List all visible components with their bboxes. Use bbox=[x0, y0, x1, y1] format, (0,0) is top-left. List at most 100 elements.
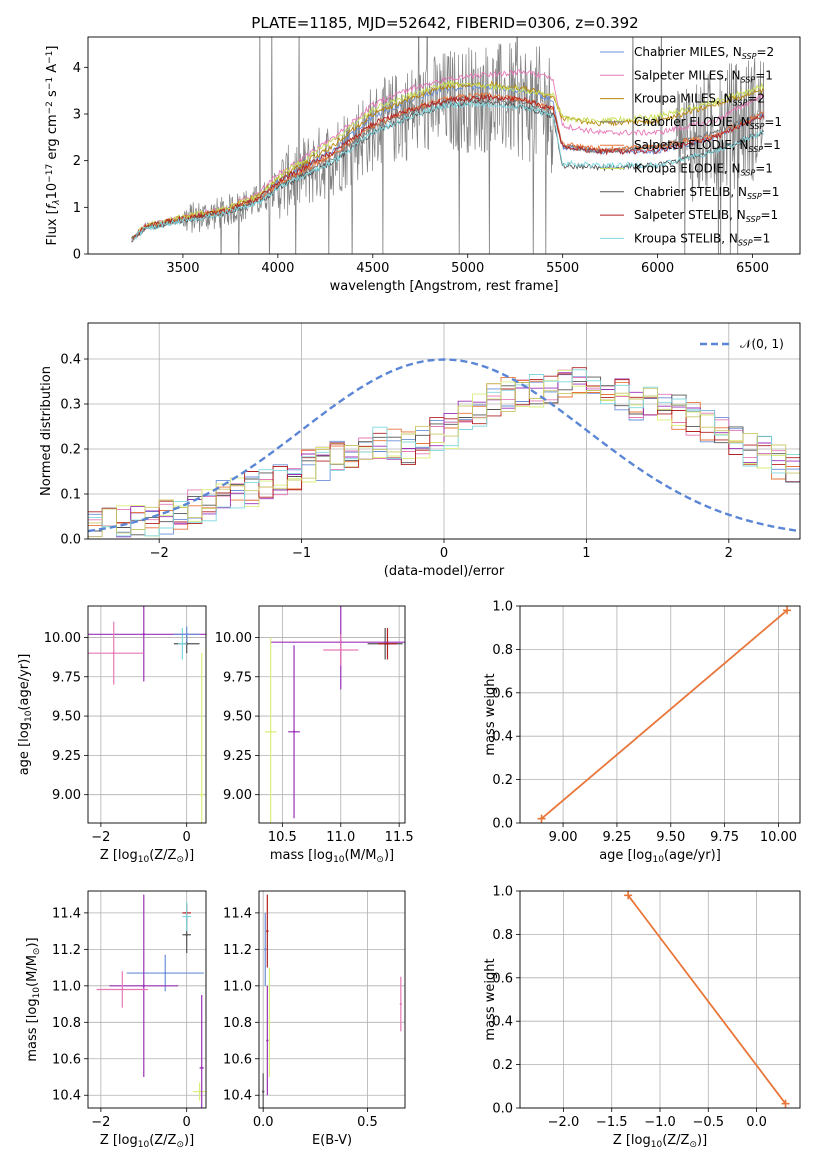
x-tick-label: 0.5 bbox=[357, 1115, 378, 1130]
x-tick-label: 11.0 bbox=[326, 830, 355, 845]
legend-label-sub: SSP bbox=[738, 238, 753, 247]
legend-label: Salpeter ELODIE, NSSP=1 bbox=[634, 138, 781, 154]
data-point bbox=[121, 988, 124, 991]
axis: −2 −1 0 1 2 0.0 0.1 0.2 0.3 0.4 (data-model)/error… bbox=[39, 322, 801, 579]
x-tick-label: 5000 bbox=[451, 261, 484, 276]
legend-label: Salpeter MILES, NSSP=1 bbox=[634, 68, 773, 84]
x-tick-label: 0 bbox=[440, 546, 448, 561]
legend-label-tail: =1 bbox=[760, 208, 778, 222]
label-part: 10 bbox=[333, 855, 345, 865]
data-point bbox=[142, 984, 145, 988]
y-tick-label: 9.50 bbox=[223, 710, 252, 725]
legend-label-base: Kroupa MILES, N bbox=[634, 92, 733, 106]
legend-label-tail: =1 bbox=[755, 162, 773, 176]
axis: 3500 4000 4500 5000 5500 6000 6500 0 1 2 3 4 wavelen… bbox=[45, 36, 801, 294]
y-tick-label: 1 bbox=[73, 201, 81, 216]
histogram-9 bbox=[88, 382, 800, 534]
axis: −2 010.410.610.811.011.211.4Z [log10(Z/Z⊙… bbox=[25, 890, 207, 1150]
label-part: 10 bbox=[651, 1140, 663, 1150]
y-tick-label: 10.4 bbox=[52, 1089, 81, 1104]
legend-label-sub: SSP bbox=[742, 52, 757, 61]
plot-area bbox=[88, 606, 206, 823]
data-point bbox=[164, 971, 167, 975]
y-axis-label: mass [log10(M/M⊙)] bbox=[25, 937, 42, 1061]
y-tick-label: 9.75 bbox=[223, 670, 252, 685]
y-tick-label: 1.0 bbox=[492, 600, 513, 615]
y-tick-label: 0.2 bbox=[492, 773, 513, 788]
axes-frame bbox=[519, 890, 801, 1109]
legend-label-base: Chabrier ELODIE, N bbox=[634, 115, 750, 129]
x-axis-label: age [log10(age/yr)] bbox=[599, 848, 721, 865]
x-axis-label: Z [log10(Z/Z⊙)] bbox=[100, 1133, 194, 1150]
y-tick-label: 4 bbox=[73, 61, 81, 76]
plot-area bbox=[537, 606, 792, 823]
panel-6: −2 010.410.610.811.011.211.4Z [log10(Z/Z⊙… bbox=[25, 890, 207, 1150]
x-tick-label: 6500 bbox=[736, 261, 769, 276]
label-part: )] bbox=[25, 937, 40, 947]
x-tick-label: 9.75 bbox=[710, 830, 739, 845]
plot-area bbox=[88, 358, 800, 538]
legend-label: Kroupa MILES, NSSP=2 bbox=[634, 92, 765, 108]
legend-label-tail: =2 bbox=[747, 92, 765, 106]
label-part: 10 bbox=[45, 183, 60, 200]
y-tick-label: 10.00 bbox=[44, 631, 81, 646]
x-tick-label: 6000 bbox=[641, 261, 674, 276]
label-part: Z [log bbox=[100, 1133, 138, 1148]
label-part: −2 bbox=[45, 101, 55, 114]
x-tick-label: −1.5 bbox=[596, 1115, 628, 1130]
y-axis-label: Flux [fλ10−17 erg cm−2 s−1 A−1] bbox=[45, 46, 62, 246]
data-point bbox=[266, 929, 269, 933]
y-tick-label: 1.0 bbox=[492, 885, 513, 900]
label-part: ⊙ bbox=[32, 948, 42, 956]
legend-label: Salpeter STELIB, NSSP=1 bbox=[634, 208, 778, 224]
label-part: 10 bbox=[652, 855, 664, 865]
label-part: )] bbox=[184, 848, 194, 863]
y-tick-label: 0.6 bbox=[492, 971, 513, 986]
label-part: −17 bbox=[45, 164, 55, 183]
legend-label: 𝒩(0, 1) bbox=[740, 337, 784, 351]
y-tick-label: 11.2 bbox=[223, 943, 252, 958]
plot-area bbox=[261, 894, 403, 1108]
legend: 𝒩(0, 1) bbox=[700, 337, 784, 351]
x-tick-label: 1 bbox=[582, 546, 590, 561]
x-tick-label: −1 bbox=[292, 546, 311, 561]
x-tick-label: 0 bbox=[183, 830, 191, 845]
x-tick-label: 10.00 bbox=[760, 830, 797, 845]
legend-label-sub: SSP bbox=[747, 192, 762, 201]
data-point bbox=[185, 933, 188, 936]
data-point bbox=[112, 651, 115, 655]
plot-area bbox=[264, 606, 405, 823]
data-point bbox=[185, 633, 188, 636]
data-point bbox=[181, 642, 184, 645]
legend-label: Kroupa STELIB, NSSP=1 bbox=[634, 231, 770, 247]
x-axis-label: Z [log10(Z/Z⊙)] bbox=[613, 1133, 707, 1150]
label-part: 10 bbox=[32, 987, 42, 999]
y-tick-label: 10.00 bbox=[215, 631, 252, 646]
label-part: Z [log bbox=[100, 848, 138, 863]
axes-frame bbox=[258, 890, 406, 1109]
data-point bbox=[269, 730, 272, 733]
x-tick-label: 0 bbox=[183, 1115, 191, 1130]
x-axis-label: E(B-V) bbox=[312, 1133, 352, 1148]
label-part: −1 bbox=[45, 77, 55, 90]
data-point bbox=[339, 648, 342, 652]
legend-label-base: Salpeter MILES, N bbox=[634, 68, 741, 82]
legend-label-tail: =1 bbox=[763, 138, 781, 152]
axes-frame bbox=[87, 322, 801, 540]
legend-label-base: Chabrier MILES, N bbox=[634, 45, 742, 59]
legend-label-sub: SSP bbox=[741, 169, 756, 178]
y-tick-label: 0.2 bbox=[492, 1058, 513, 1073]
label-part: λ bbox=[52, 199, 62, 205]
label-part: 10 bbox=[24, 710, 34, 722]
legend-label: Kroupa ELODIE, NSSP=1 bbox=[634, 162, 773, 178]
model-spectrum-9 bbox=[131, 100, 765, 241]
legend-label-base: Chabrier STELIB, N bbox=[634, 185, 747, 199]
y-tick-label: 9.25 bbox=[52, 749, 81, 764]
label-part: )] bbox=[184, 1133, 194, 1148]
legend-label-sub: SSP bbox=[741, 75, 756, 84]
axis: 9.00 9.25 9.50 9.75 10.00 0.0 0.2 0.4 0.6 0.8 1.0 a… bbox=[483, 600, 801, 865]
panel-5: 9.00 9.25 9.50 9.75 10.00 0.0 0.2 0.4 0.6 0.8 1.0 a… bbox=[483, 600, 801, 865]
panel-1: 3500 4000 4500 5000 5500 6000 6500 0 1 2 3 4 wavelen… bbox=[45, 36, 801, 294]
